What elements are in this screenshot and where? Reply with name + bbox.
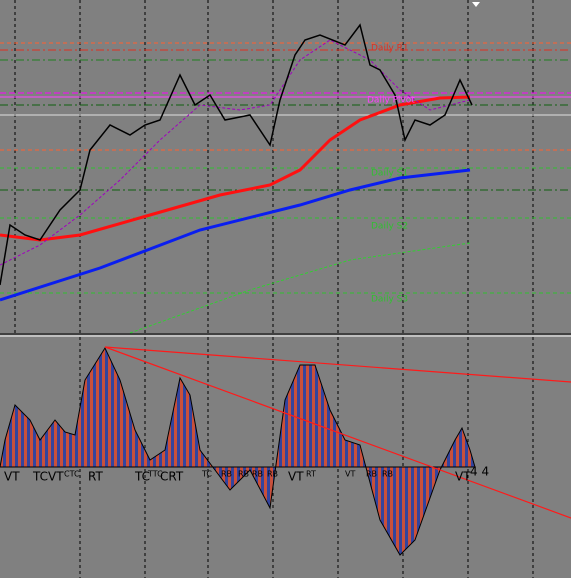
oscillator-labels: VT TCVT CTC RT TC TTC CRT TC RB RB RB RB… (4, 465, 489, 484)
level-label: Daily R1 (371, 44, 409, 54)
level-label: Daily S3 (371, 295, 408, 305)
signal-label: RT (306, 470, 316, 479)
signal-label: CRT (160, 470, 184, 484)
signal-label: RB (382, 470, 393, 479)
level-label: Daily Pivot (367, 96, 415, 106)
ma-red (0, 95, 471, 242)
level-lines (0, 42, 571, 294)
trend-ma-green (129, 242, 471, 334)
trendline (104, 346, 571, 383)
signal-label: TC (201, 470, 212, 479)
signal-label: TC (134, 470, 150, 484)
signal-label: TTC (147, 470, 163, 479)
signal-label: VT (345, 470, 355, 479)
trendline (104, 346, 571, 519)
signal-label: VT (455, 470, 471, 484)
level-label: Daily S2 (371, 222, 408, 232)
price-line (0, 23, 473, 286)
signal-label: VT (288, 470, 304, 484)
signal-label: TCVT (32, 470, 64, 484)
signal-label: RT (88, 470, 103, 484)
signal-label: RB (221, 470, 232, 479)
ma-blue (0, 168, 471, 302)
signal-label: RB (252, 470, 263, 479)
signal-label: RB (366, 470, 377, 479)
level-label: Daily S1 (371, 169, 408, 179)
signal-label: CTC (64, 470, 80, 479)
cursor-marker (472, 2, 480, 7)
signal-label: VT (4, 470, 20, 484)
signal-label: RB (267, 470, 278, 479)
oscillator-histogram (0, 346, 476, 556)
signal-label: RB (238, 470, 249, 479)
signal-label: 4 4 (470, 465, 489, 479)
